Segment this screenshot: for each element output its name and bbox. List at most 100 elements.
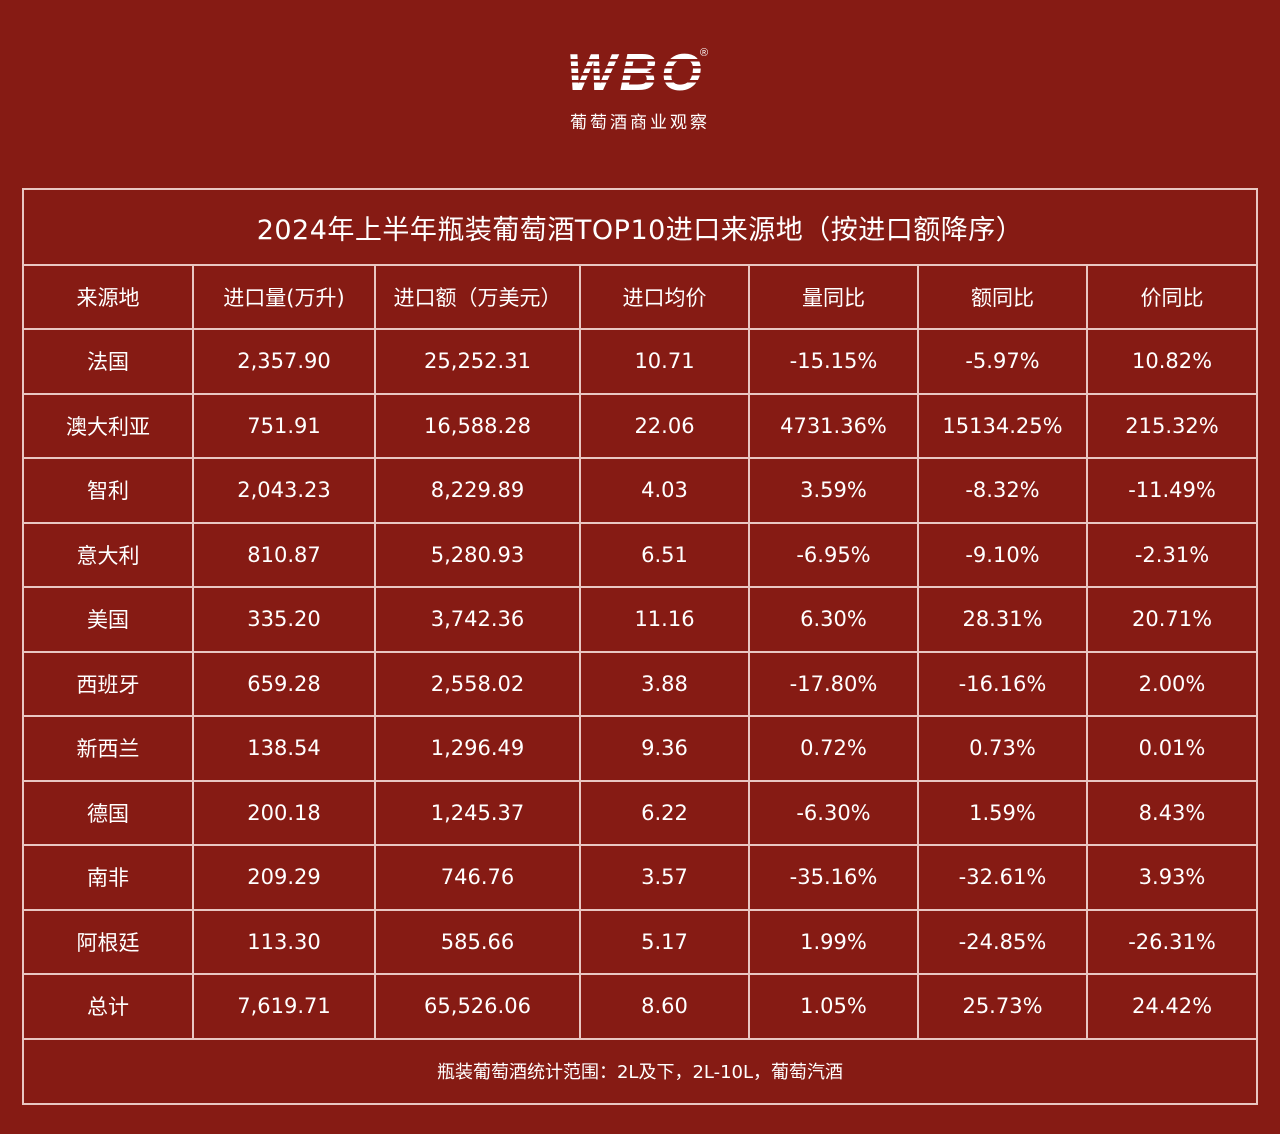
value-cell: 4731.36% xyxy=(748,392,919,459)
column-header: 量同比 xyxy=(748,264,919,330)
country-cell: 总计 xyxy=(22,973,194,1040)
value-cell: 9.36 xyxy=(579,715,750,782)
value-cell: -15.15% xyxy=(748,328,919,395)
value-cell: 585.66 xyxy=(374,908,581,975)
value-cell: 2.00% xyxy=(1085,650,1259,717)
value-cell: -11.49% xyxy=(1085,457,1259,524)
table-row: 阿根廷 113.30 585.66 5.17 1.99% -24.85% -26.31% xyxy=(22,908,1259,975)
value-cell: 10.82% xyxy=(1085,328,1259,395)
value-cell: 15134.25% xyxy=(917,392,1088,459)
value-cell: 751.91 xyxy=(192,392,376,459)
country-cell: 南非 xyxy=(22,844,194,911)
table-row: 澳大利亚 751.91 16,588.28 22.06 4731.36% 15134.25… xyxy=(22,392,1259,459)
value-cell: 335.20 xyxy=(192,586,376,653)
registered-mark: ® xyxy=(700,47,708,59)
table-row: 德国 200.18 1,245.37 6.22 -6.30% 1.59% 8.43% xyxy=(22,779,1259,846)
value-cell: -26.31% xyxy=(1085,908,1259,975)
value-cell: 65,526.06 xyxy=(374,973,581,1040)
value-cell: 6.22 xyxy=(579,779,750,846)
value-cell: 215.32% xyxy=(1085,392,1259,459)
value-cell: -2.31% xyxy=(1085,521,1259,588)
value-cell: 138.54 xyxy=(192,715,376,782)
value-cell: 659.28 xyxy=(192,650,376,717)
value-cell: 3.59% xyxy=(748,457,919,524)
value-cell: 10.71 xyxy=(579,328,750,395)
value-cell: 2,043.23 xyxy=(192,457,376,524)
country-cell: 智利 xyxy=(22,457,194,524)
value-cell: -16.16% xyxy=(917,650,1088,717)
country-cell: 澳大利亚 xyxy=(22,392,194,459)
value-cell: 20.71% xyxy=(1085,586,1259,653)
value-cell: 8.43% xyxy=(1085,779,1259,846)
value-cell: 25.73% xyxy=(917,973,1088,1040)
value-cell: 22.06 xyxy=(579,392,750,459)
country-cell: 西班牙 xyxy=(22,650,194,717)
table-title: 2024年上半年瓶装葡萄酒TOP10进口来源地（按进口额降序） xyxy=(21,188,1259,266)
column-header: 进口量(万升) xyxy=(192,264,376,330)
country-cell: 美国 xyxy=(22,586,194,653)
value-cell: -8.32% xyxy=(917,457,1088,524)
value-cell: 8.60 xyxy=(579,973,750,1040)
value-cell: -17.80% xyxy=(748,650,919,717)
column-header: 来源地 xyxy=(22,264,194,330)
value-cell: 746.76 xyxy=(374,844,581,911)
value-cell: -5.97% xyxy=(917,328,1088,395)
value-cell: 1.59% xyxy=(917,779,1088,846)
value-cell: 3.57 xyxy=(579,844,750,911)
table-row: 法国 2,357.90 25,252.31 10.71 -15.15% -5.97% 10.… xyxy=(22,328,1259,395)
value-cell: 810.87 xyxy=(192,521,376,588)
value-cell: 3.93% xyxy=(1085,844,1259,911)
value-cell: 0.01% xyxy=(1085,715,1259,782)
value-cell: 4.03 xyxy=(579,457,750,524)
table-row: 美国 335.20 3,742.36 11.16 6.30% 28.31% 20.71% xyxy=(22,586,1259,653)
column-header: 价同比 xyxy=(1085,264,1259,330)
value-cell: 1.99% xyxy=(748,908,919,975)
value-cell: 24.42% xyxy=(1085,973,1259,1040)
logo-tagline: 葡萄酒商业观察 xyxy=(570,113,710,133)
value-cell: 5.17 xyxy=(579,908,750,975)
table-row: 智利 2,043.23 8,229.89 4.03 3.59% -8.32% -11.49% xyxy=(22,457,1259,524)
wbo-logo-mark: WBO ® xyxy=(566,44,708,102)
value-cell: 209.29 xyxy=(192,844,376,911)
value-cell: -6.30% xyxy=(748,779,919,846)
value-cell: 11.16 xyxy=(579,586,750,653)
value-cell: 2,357.90 xyxy=(192,328,376,395)
wbo-logo: WBO ® xyxy=(0,40,1280,130)
table-row: 新西兰 138.54 1,296.49 9.36 0.72% 0.73% 0.01% xyxy=(22,715,1259,782)
table-row: 南非 209.29 746.76 3.57 -35.16% -32.61% 3.93% xyxy=(22,844,1259,911)
import-table: 2024年上半年瓶装葡萄酒TOP10进口来源地（按进口额降序） 来源地 进口量(万… xyxy=(21,188,1259,1105)
country-cell: 新西兰 xyxy=(22,715,194,782)
value-cell: 28.31% xyxy=(917,586,1088,653)
value-cell: 5,280.93 xyxy=(374,521,581,588)
country-cell: 法国 xyxy=(22,328,194,395)
value-cell: 7,619.71 xyxy=(192,973,376,1040)
value-cell: 6.51 xyxy=(579,521,750,588)
value-cell: 113.30 xyxy=(192,908,376,975)
value-cell: 0.73% xyxy=(917,715,1088,782)
table-row: 西班牙 659.28 2,558.02 3.88 -17.80% -16.16% 2.00% xyxy=(22,650,1259,717)
value-cell: 1,296.49 xyxy=(374,715,581,782)
value-cell: -9.10% xyxy=(917,521,1088,588)
value-cell: -24.85% xyxy=(917,908,1088,975)
value-cell: 3.88 xyxy=(579,650,750,717)
country-cell: 阿根廷 xyxy=(22,908,194,975)
value-cell: 2,558.02 xyxy=(374,650,581,717)
value-cell: -6.95% xyxy=(748,521,919,588)
table-row: 意大利 810.87 5,280.93 6.51 -6.95% -9.10% -2.31% xyxy=(22,521,1259,588)
value-cell: -35.16% xyxy=(748,844,919,911)
value-cell: 8,229.89 xyxy=(374,457,581,524)
column-header: 额同比 xyxy=(917,264,1088,330)
value-cell: 1,245.37 xyxy=(374,779,581,846)
value-cell: 16,588.28 xyxy=(374,392,581,459)
value-cell: 25,252.31 xyxy=(374,328,581,395)
value-cell: 3,742.36 xyxy=(374,586,581,653)
country-cell: 德国 xyxy=(22,779,194,846)
value-cell: 1.05% xyxy=(748,973,919,1040)
value-cell: 200.18 xyxy=(192,779,376,846)
table-footnote: 瓶装葡萄酒统计范围：2L及下，2L-10L，葡萄汽酒 xyxy=(21,1037,1259,1105)
country-cell: 意大利 xyxy=(22,521,194,588)
column-header: 进口均价 xyxy=(579,264,750,330)
value-cell: -32.61% xyxy=(917,844,1088,911)
column-header: 进口额（万美元） xyxy=(374,264,581,330)
total-row: 总计 7,619.71 65,526.06 8.60 1.05% 25.73% 24.42% xyxy=(22,973,1259,1040)
